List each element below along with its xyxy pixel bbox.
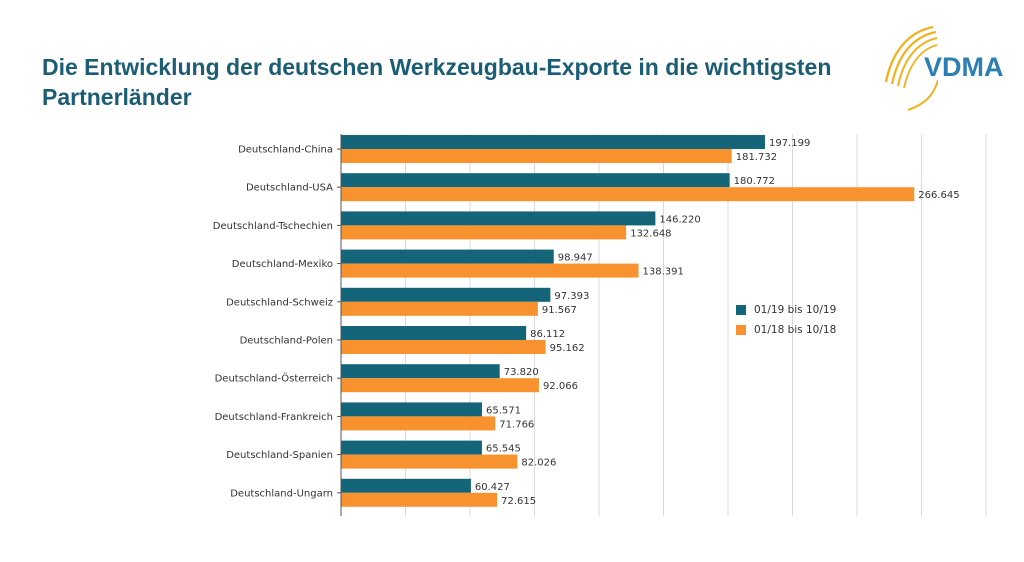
data-label-series-1: 73.820 bbox=[504, 367, 539, 378]
bar-series-1 bbox=[341, 440, 482, 455]
legend-label-series-2: 01/18 bis 10/18 bbox=[754, 324, 837, 336]
vdma-logo: VDMA bbox=[878, 22, 1018, 112]
bar-series-2 bbox=[341, 340, 546, 354]
legend-label-series-1: 01/19 bis 10/19 bbox=[754, 304, 837, 316]
bar-series-1 bbox=[341, 364, 500, 379]
data-label-series-2: 72.615 bbox=[501, 496, 536, 507]
logo-text: VDMA bbox=[924, 52, 1004, 82]
bar-series-2 bbox=[341, 454, 518, 469]
data-label-series-1: 86.112 bbox=[530, 329, 565, 340]
bar-series-1 bbox=[341, 249, 554, 264]
logo-swoosh-icon bbox=[884, 25, 938, 111]
bar-series-2 bbox=[341, 225, 627, 240]
data-label-series-2: 91.567 bbox=[542, 305, 577, 316]
category-label: Deutschland-Frankreich bbox=[215, 412, 333, 423]
bar-series-1 bbox=[341, 326, 527, 340]
data-label-series-1: 65.545 bbox=[486, 444, 521, 455]
category-label: Deutschland-Polen bbox=[240, 336, 333, 347]
data-label-series-2: 266.645 bbox=[918, 190, 959, 201]
bar-series-1 bbox=[341, 135, 765, 149]
bar-series-1 bbox=[341, 287, 551, 302]
data-label-series-1: 146.220 bbox=[659, 214, 700, 225]
bar-series-2 bbox=[341, 301, 538, 316]
legend-swatch-series-2 bbox=[736, 325, 746, 335]
bar-series-2 bbox=[341, 149, 732, 163]
legend-item-series-2: 01/18 bis 10/18 bbox=[736, 320, 836, 340]
bar-series-1 bbox=[341, 173, 730, 188]
data-label-series-2: 181.732 bbox=[736, 152, 777, 163]
category-label: Deutschland-Mexiko bbox=[232, 259, 333, 270]
data-label-series-1: 180.772 bbox=[734, 176, 775, 187]
category-label: Deutschland-Ungarn bbox=[230, 488, 333, 499]
legend-swatch-series-1 bbox=[736, 305, 746, 315]
chart-legend: 01/19 bis 10/19 01/18 bis 10/18 bbox=[736, 300, 836, 340]
data-label-series-1: 60.427 bbox=[475, 482, 510, 493]
data-label-series-1: 197.199 bbox=[769, 138, 810, 149]
bar-series-2 bbox=[341, 492, 498, 507]
data-label-series-2: 71.766 bbox=[499, 419, 534, 430]
category-label: Deutschland-Spanien bbox=[226, 450, 333, 461]
category-label: Deutschland-USA bbox=[246, 183, 333, 194]
bar-series-1 bbox=[341, 478, 471, 493]
data-label-series-2: 95.162 bbox=[550, 343, 585, 354]
category-label: Deutschland-China bbox=[238, 145, 333, 156]
bar-series-2 bbox=[341, 263, 639, 278]
data-label-series-1: 65.571 bbox=[486, 405, 521, 416]
data-label-series-2: 82.026 bbox=[521, 458, 556, 469]
bar-series-2 bbox=[341, 378, 539, 393]
bar-series-1 bbox=[341, 402, 482, 417]
category-label: Deutschland-Tschechien bbox=[213, 221, 333, 232]
category-label: Deutschland-Österreich bbox=[215, 372, 333, 385]
data-label-series-2: 92.066 bbox=[543, 381, 578, 392]
slide-title: Die Entwicklung der deutschen Werkzeugba… bbox=[42, 54, 832, 110]
legend-item-series-1: 01/19 bis 10/19 bbox=[736, 300, 836, 320]
category-label: Deutschland-Schweiz bbox=[226, 297, 333, 308]
data-label-series-1: 98.947 bbox=[558, 253, 593, 264]
bar-series-1 bbox=[341, 211, 656, 226]
data-label-series-1: 97.393 bbox=[554, 291, 589, 302]
data-label-series-2: 132.648 bbox=[630, 228, 671, 239]
bar-series-2 bbox=[341, 187, 915, 202]
bar-series-2 bbox=[341, 416, 496, 431]
data-label-series-2: 138.391 bbox=[643, 267, 684, 278]
